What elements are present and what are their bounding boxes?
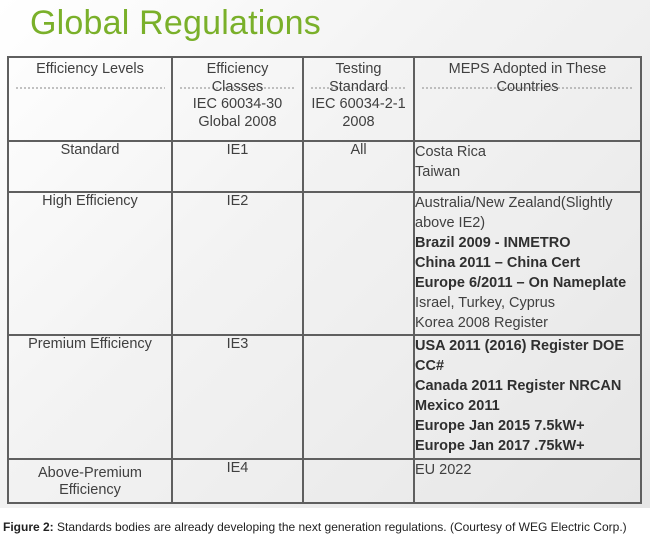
country-entry: Costa Rica bbox=[415, 144, 486, 160]
country-entry: Europe 6/2011 – On Nameplate bbox=[415, 275, 627, 291]
header-line: Standard bbox=[329, 78, 388, 95]
country-entry: Europe Jan 2017 .75kW+ bbox=[415, 438, 585, 454]
testing-standard-cell bbox=[302, 191, 415, 336]
efficiency-class-cell: IE1 bbox=[171, 140, 304, 193]
country-entry: Mexico 2011 bbox=[415, 398, 500, 414]
testing-standard-cell bbox=[302, 334, 415, 460]
country-entry: Brazil 2009 - INMETRO bbox=[415, 235, 571, 251]
caption-text: Standards bodies are already developing … bbox=[53, 520, 627, 534]
regulations-table: Efficiency Levels Efficiency Classes IEC … bbox=[7, 56, 642, 504]
header-line: Countries bbox=[496, 78, 559, 95]
country-entry: EU 2022 bbox=[415, 462, 472, 478]
slide-image: Global Regulations Efficiency Levels Eff… bbox=[0, 0, 650, 508]
efficiency-class-cell: IE4 bbox=[171, 458, 304, 504]
table-row: Above-Premium Efficiency IE4 EU 2022 bbox=[7, 458, 642, 504]
countries-cell: Australia/New Zealand(Slightly above IE2… bbox=[413, 191, 642, 336]
country-entry: Taiwan bbox=[415, 164, 461, 180]
figure-caption: Figure 2: Standards bodies are already d… bbox=[3, 519, 647, 535]
testing-standard-cell: All bbox=[302, 140, 415, 193]
efficiency-level-cell: High Efficiency bbox=[7, 191, 173, 336]
country-entry: Korea 2008 Register bbox=[415, 315, 548, 331]
country-entry: China 2011 – China Cert bbox=[415, 255, 581, 271]
header-line: IEC 60034-30 bbox=[192, 96, 283, 112]
header-line: 2008 bbox=[342, 113, 375, 130]
countries-cell: USA 2011 (2016) Register DOE CC# Canada 2… bbox=[413, 334, 642, 460]
table-row: Standard IE1 All Costa Rica Taiwan bbox=[7, 140, 642, 193]
table-row: High Efficiency IE2 Australia/New Zealan… bbox=[7, 191, 642, 336]
header-line: IEC 60034-2-1 bbox=[311, 96, 406, 112]
countries-cell: Costa Rica Taiwan bbox=[413, 140, 642, 193]
header-efficiency-classes: Efficiency Classes IEC 60034-30 Global 200… bbox=[171, 56, 304, 142]
table-row: Premium Efficiency IE3 USA 2011 (2016) R… bbox=[7, 334, 642, 460]
header-line: Global 2008 bbox=[198, 113, 277, 130]
efficiency-level-cell: Above-Premium Efficiency bbox=[7, 458, 173, 504]
country-entry: Australia/New Zealand(Slightly above IE2… bbox=[415, 195, 613, 231]
slide-title: Global Regulations bbox=[30, 4, 321, 42]
efficiency-level-cell: Standard bbox=[7, 140, 173, 193]
country-entry: Europe Jan 2015 7.5kW+ bbox=[415, 418, 585, 434]
header-line: Efficiency Classes bbox=[206, 61, 269, 95]
country-entry: Canada 2011 Register NRCAN bbox=[415, 378, 622, 394]
header-line: Efficiency Levels bbox=[36, 61, 144, 77]
header-testing-standard: Testing Standard IEC 60034-2-1 2008 bbox=[302, 56, 415, 142]
header-line: MEPS Adopted in These bbox=[448, 61, 607, 77]
country-entry: Israel, Turkey, Cyprus bbox=[415, 295, 555, 311]
testing-standard-cell bbox=[302, 458, 415, 504]
efficiency-level-cell: Premium Efficiency bbox=[7, 334, 173, 460]
efficiency-class-cell: IE3 bbox=[171, 334, 304, 460]
efficiency-class-cell: IE2 bbox=[171, 191, 304, 336]
country-entry: USA 2011 (2016) Register DOE CC# bbox=[415, 338, 625, 374]
table-header-row: Efficiency Levels Efficiency Classes IEC … bbox=[7, 56, 642, 142]
header-line: Testing bbox=[335, 61, 382, 77]
countries-cell: EU 2022 bbox=[413, 458, 642, 504]
caption-label: Figure 2: bbox=[3, 520, 54, 534]
header-efficiency-levels: Efficiency Levels bbox=[7, 56, 173, 142]
header-meps-countries: MEPS Adopted in These Countries bbox=[413, 56, 642, 142]
